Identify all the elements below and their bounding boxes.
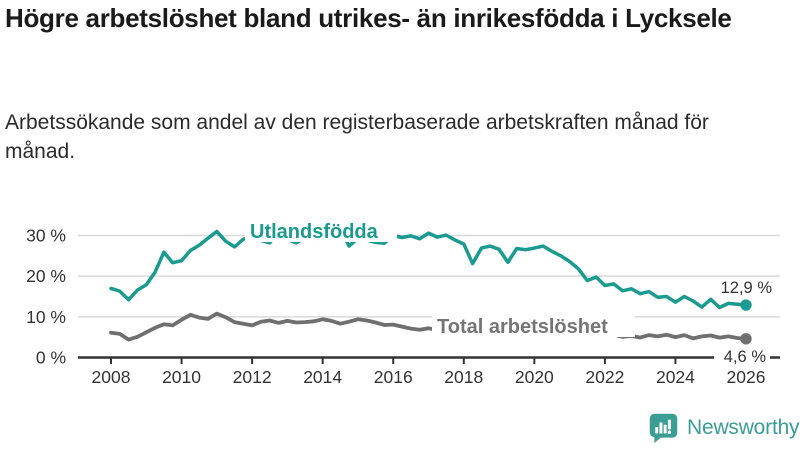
unemployment-line-chart: 0 % 10 % 20 % 30 % 2008 2010 2012 2014 2016 2018 2… [26,221,780,387]
series-label-bg [245,221,397,242]
x-tick-label: 2022 [585,367,624,387]
end-dot-0 [740,299,752,311]
end-label-utlandsfodda: 12,9 % [721,279,773,297]
y-tick-label: 0 % [36,348,66,368]
series-line-0 [109,227,748,310]
x-tick-label: 2016 [374,367,413,387]
end-label-bg [714,350,770,364]
y-tick-label: 20 % [26,266,66,286]
y-tick-label: 10 % [26,307,66,327]
series-label-utlandsfodda: Utlandsfödda [250,221,379,243]
series-line-1 [109,311,748,342]
newsworthy-logo-text: Newsworthy [687,415,800,439]
chart-subtitle: Arbetssökande som andel av den registerb… [5,111,709,163]
x-tick-label: 2008 [92,367,131,387]
newsworthy-logo-icon [649,413,678,444]
x-tick-label: 2026 [727,367,766,387]
x-tick-label: 2018 [444,367,483,387]
series-label-bg [432,315,635,337]
x-tick-label: 2012 [233,367,272,387]
end-label-total: 4,6 % [724,348,767,366]
x-tick-label: 2024 [656,367,695,387]
series-label-total: Total arbetslöshet [437,316,608,338]
newsworthy-logo[interactable]: Newsworthy [647,411,800,444]
chart-title: Högre arbetslöshet bland utrikes- än inr… [5,3,732,33]
x-tick-label: 2014 [303,367,342,387]
x-tick-label: 2020 [515,367,554,387]
x-tick-label: 2010 [162,367,201,387]
y-tick-label: 30 % [26,225,66,245]
end-dot-1 [740,333,752,345]
